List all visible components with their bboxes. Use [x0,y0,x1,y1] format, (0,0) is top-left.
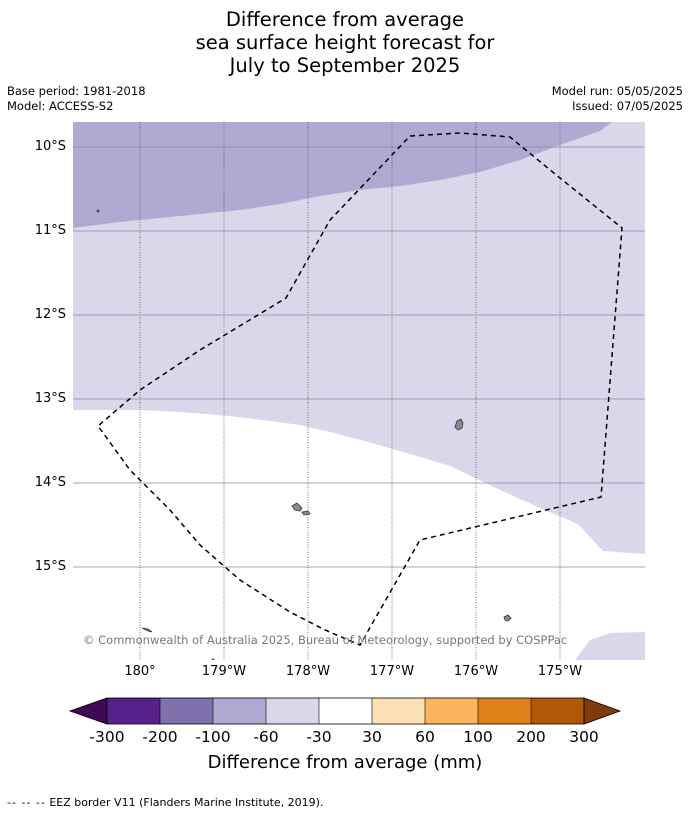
tick-label-60: 60 [415,728,435,746]
tick-label-minus200: -200 [142,728,178,746]
colorbar-segment-7 [425,698,478,724]
land-islands [96,209,512,660]
lon-label-178w: 178°W [285,664,331,679]
title-line-2: sea surface height forecast for [195,31,495,54]
islet-south [211,658,215,660]
lat-label-14s: 14°S [34,475,66,490]
tick-label-300: 300 [569,728,599,746]
chart-title: Difference from average sea surface heig… [0,8,690,77]
tick-label-30: 30 [362,728,382,746]
colorbar-segment-9 [531,698,584,724]
lon-label-176w: 176°W [453,664,499,679]
band-minus60-minus30-lower [575,632,645,660]
lon-label-179w: 179°W [201,664,247,679]
tick-label-minus30: -30 [306,728,332,746]
lat-label-15s: 15°S [34,559,66,574]
eez-legend-text: EEZ border V11 (Flanders Marine Institut… [49,796,324,809]
colorbar-segment-3 [213,698,266,724]
latitude-gridlines [73,146,645,568]
lat-label-10s: 10°S [34,139,66,154]
base-period: Base period: 1981-2018 [7,84,146,98]
title-line-3: July to September 2025 [229,54,461,77]
model-run: Model run: 05/05/2025 [551,84,683,98]
colorbar-segment-2 [160,698,213,724]
band-minus60-minus30 [73,122,645,554]
colorbar [68,697,622,725]
eez-legend-line: -- -- -- [7,796,46,809]
tick-label-minus100: -100 [195,728,231,746]
colorbar-segment-6 [372,698,425,724]
band-minus100-minus60 [73,122,612,228]
copyright-notice: © Commonwealth of Australia 2025, Bureau… [83,633,568,647]
island-southeast [503,614,512,622]
colorbar-segment-5 [319,698,372,724]
tick-label-200: 200 [516,728,546,746]
meta-left: Base period: 1981-2018 Model: ACCESS-S2 [7,84,146,114]
island-wallis [291,502,303,512]
tick-label-minus60: -60 [253,728,279,746]
issued-date: Issued: 07/05/2025 [572,99,683,113]
islet-northwest [96,209,100,213]
lon-label-177w: 177°W [369,664,415,679]
colorbar-dividers [159,698,532,724]
colorbar-outline [106,697,585,725]
colorbar-max-extend [583,697,622,725]
model-name: Model: ACCESS-S2 [7,99,114,113]
footer-legend: -- -- -- EEZ border V11 (Flanders Marine… [7,796,323,809]
lat-label-12s: 12°S [34,307,66,322]
eez-border [96,132,623,646]
colorbar-segment-1 [107,698,160,724]
lat-label-13s: 13°S [34,391,66,406]
tick-label-minus300: -300 [89,728,125,746]
island-wallis-islet [301,510,311,516]
lon-label-180: 180° [124,664,156,679]
longitude-gridlines [139,122,561,660]
colorbar-segment-8 [478,698,531,724]
island-southwest [141,627,153,633]
title-line-1: Difference from average [225,8,465,31]
colorbar-segment-4 [266,698,319,724]
lat-label-11s: 11°S [34,223,66,238]
meta-right: Model run: 05/05/2025 Issued: 07/05/2025 [552,84,683,114]
island-niuafoou [454,418,464,431]
map-area [73,122,645,660]
lon-label-175w: 175°W [537,664,583,679]
colorbar-title: Difference from average (mm) [207,752,483,773]
colorbar-min-extend [68,697,108,725]
tick-label-100: 100 [463,728,493,746]
